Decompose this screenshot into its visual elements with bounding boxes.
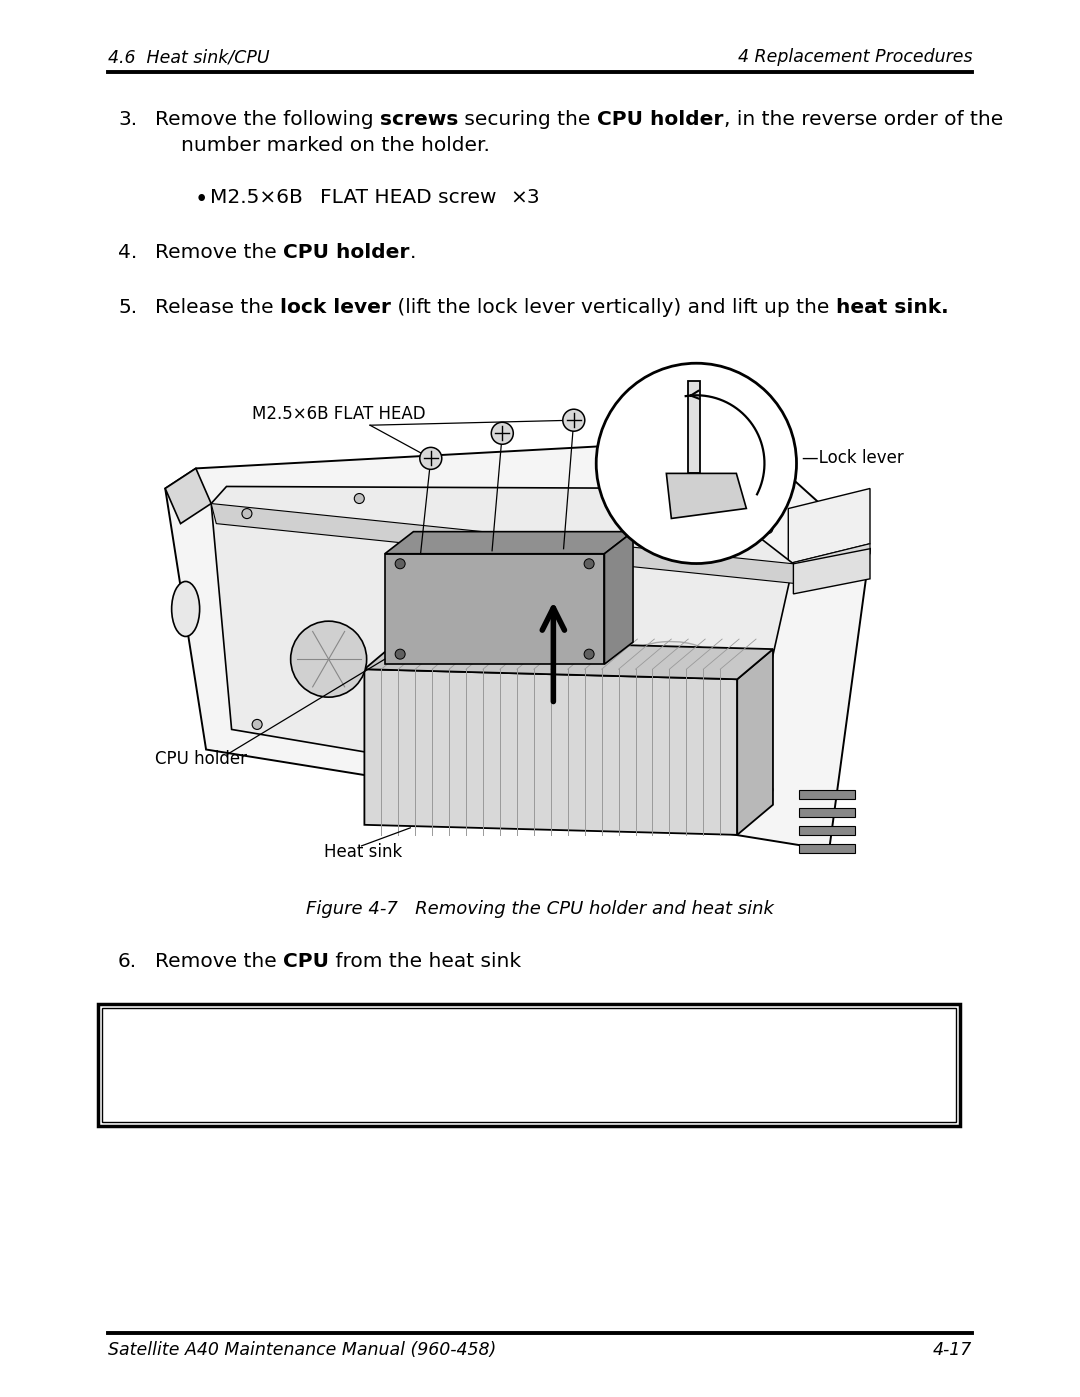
Text: CPU: CPU <box>283 951 329 971</box>
Text: lock lever: lock lever <box>280 298 391 317</box>
Text: CPU holder: CPU holder <box>597 110 724 129</box>
Polygon shape <box>666 474 746 518</box>
Text: .: . <box>409 243 416 263</box>
Polygon shape <box>688 381 700 474</box>
Polygon shape <box>165 468 212 524</box>
Text: ×3: ×3 <box>510 189 540 207</box>
Text: CPU holder: CPU holder <box>283 243 409 263</box>
Text: heat sink.: heat sink. <box>836 298 948 317</box>
Circle shape <box>242 509 252 518</box>
Text: Satellite A40 Maintenance Manual (960-458): Satellite A40 Maintenance Manual (960-45… <box>108 1341 496 1359</box>
Polygon shape <box>364 669 738 835</box>
Bar <box>98 1004 960 1126</box>
Circle shape <box>491 422 513 444</box>
Text: screws: screws <box>380 110 458 129</box>
Text: 4.: 4. <box>118 243 137 263</box>
Circle shape <box>395 559 405 569</box>
Text: removed with the heat sink.: removed with the heat sink. <box>224 1052 498 1071</box>
Circle shape <box>723 795 732 805</box>
Text: If the CPU has been left on the CPU socket, remove the CPU.: If the CPU has been left on the CPU sock… <box>224 1083 816 1101</box>
Circle shape <box>712 514 721 524</box>
Polygon shape <box>794 549 870 594</box>
Text: 6.: 6. <box>118 951 137 971</box>
Polygon shape <box>798 807 854 817</box>
Circle shape <box>762 785 773 795</box>
Text: As silicon grease is applied between the heat sink and CPU, the CPU is: As silicon grease is applied between the… <box>224 1023 926 1041</box>
Text: , in the reverse order of the: , in the reverse order of the <box>724 110 1002 129</box>
Polygon shape <box>798 789 854 799</box>
Text: 3.: 3. <box>118 110 137 129</box>
Ellipse shape <box>596 363 797 563</box>
Polygon shape <box>165 439 870 849</box>
Text: M2.5×6B: M2.5×6B <box>210 189 302 207</box>
Bar <box>102 1009 956 1122</box>
Text: •: • <box>195 189 208 211</box>
Text: 4 Replacement Procedures: 4 Replacement Procedures <box>738 47 972 66</box>
Polygon shape <box>788 543 870 574</box>
Polygon shape <box>212 486 794 814</box>
Text: Remove the: Remove the <box>156 951 283 971</box>
Text: Release the: Release the <box>156 298 280 317</box>
Text: M2.5×6B FLAT HEAD: M2.5×6B FLAT HEAD <box>252 405 426 423</box>
Text: (lift the lock lever vertically) and lift up the: (lift the lock lever vertically) and lif… <box>391 298 836 317</box>
Text: —Lock lever: —Lock lever <box>801 450 903 468</box>
Polygon shape <box>384 532 633 553</box>
Circle shape <box>563 409 584 432</box>
Circle shape <box>584 650 594 659</box>
Text: number marked on the holder.: number marked on the holder. <box>181 136 490 155</box>
Circle shape <box>354 493 364 503</box>
Circle shape <box>420 447 442 469</box>
Text: CPU holder: CPU holder <box>156 750 247 767</box>
Text: Remove the: Remove the <box>156 243 283 263</box>
Polygon shape <box>212 503 798 584</box>
Text: from the heat sink: from the heat sink <box>329 951 522 971</box>
Polygon shape <box>798 826 854 835</box>
Circle shape <box>252 719 262 729</box>
Text: Figure 4-7   Removing the CPU holder and heat sink: Figure 4-7 Removing the CPU holder and h… <box>306 900 774 918</box>
Polygon shape <box>364 638 773 679</box>
Circle shape <box>584 559 594 569</box>
Text: FLAT HEAD screw: FLAT HEAD screw <box>320 189 497 207</box>
Ellipse shape <box>606 641 726 717</box>
Ellipse shape <box>172 581 200 637</box>
Polygon shape <box>605 532 633 664</box>
Text: securing the: securing the <box>458 110 597 129</box>
Text: CAUTION:: CAUTION: <box>116 1023 221 1041</box>
Circle shape <box>395 650 405 659</box>
Text: 5.: 5. <box>118 298 137 317</box>
Text: Heat sink: Heat sink <box>324 842 402 861</box>
Text: 4.6  Heat sink/CPU: 4.6 Heat sink/CPU <box>108 47 270 66</box>
Polygon shape <box>788 489 870 564</box>
Polygon shape <box>738 650 773 835</box>
Circle shape <box>762 524 773 534</box>
Text: 4-17: 4-17 <box>933 1341 972 1359</box>
Polygon shape <box>798 844 854 854</box>
Text: Remove the following: Remove the following <box>156 110 380 129</box>
Polygon shape <box>384 553 605 664</box>
Circle shape <box>291 622 366 697</box>
